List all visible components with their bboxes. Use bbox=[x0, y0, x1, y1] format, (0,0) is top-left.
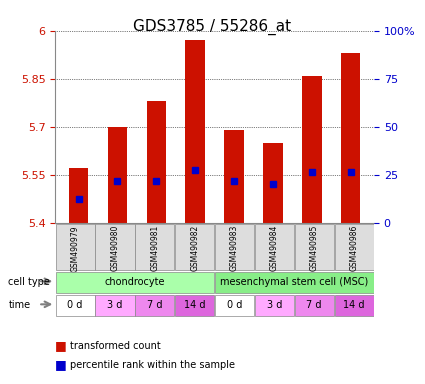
Text: 7 d: 7 d bbox=[147, 300, 163, 310]
Text: ■: ■ bbox=[55, 358, 67, 371]
Bar bbox=[185, 40, 205, 223]
FancyBboxPatch shape bbox=[295, 295, 334, 316]
Text: GSM490980: GSM490980 bbox=[110, 225, 119, 271]
FancyBboxPatch shape bbox=[135, 223, 174, 270]
Text: GSM490986: GSM490986 bbox=[350, 225, 359, 271]
FancyBboxPatch shape bbox=[175, 295, 214, 316]
Text: GSM490981: GSM490981 bbox=[150, 225, 159, 271]
Text: 0 d: 0 d bbox=[68, 300, 83, 310]
Text: 14 d: 14 d bbox=[343, 300, 365, 310]
Text: transformed count: transformed count bbox=[70, 341, 161, 351]
Text: GSM490984: GSM490984 bbox=[270, 225, 279, 271]
Bar bbox=[108, 127, 127, 223]
Text: GDS3785 / 55286_at: GDS3785 / 55286_at bbox=[133, 19, 292, 35]
Text: mesenchymal stem cell (MSC): mesenchymal stem cell (MSC) bbox=[220, 277, 368, 287]
Bar bbox=[263, 143, 283, 223]
FancyBboxPatch shape bbox=[56, 272, 214, 293]
Text: percentile rank within the sample: percentile rank within the sample bbox=[70, 360, 235, 370]
FancyBboxPatch shape bbox=[215, 295, 254, 316]
FancyBboxPatch shape bbox=[255, 295, 294, 316]
FancyBboxPatch shape bbox=[334, 223, 374, 270]
FancyBboxPatch shape bbox=[135, 295, 174, 316]
FancyBboxPatch shape bbox=[56, 295, 95, 316]
Text: GSM490979: GSM490979 bbox=[71, 225, 79, 271]
Bar bbox=[224, 130, 244, 223]
Text: 3 d: 3 d bbox=[108, 300, 123, 310]
FancyBboxPatch shape bbox=[96, 295, 135, 316]
FancyBboxPatch shape bbox=[215, 272, 374, 293]
FancyBboxPatch shape bbox=[175, 223, 214, 270]
Bar bbox=[302, 76, 322, 223]
FancyBboxPatch shape bbox=[96, 223, 135, 270]
Text: 3 d: 3 d bbox=[267, 300, 282, 310]
Text: time: time bbox=[8, 300, 31, 310]
FancyBboxPatch shape bbox=[295, 223, 334, 270]
Text: GSM490983: GSM490983 bbox=[230, 225, 239, 271]
FancyBboxPatch shape bbox=[56, 223, 95, 270]
Text: 0 d: 0 d bbox=[227, 300, 242, 310]
Text: 14 d: 14 d bbox=[184, 300, 205, 310]
Text: GSM490985: GSM490985 bbox=[310, 225, 319, 271]
FancyBboxPatch shape bbox=[215, 223, 254, 270]
Text: chondrocyte: chondrocyte bbox=[105, 277, 165, 287]
FancyBboxPatch shape bbox=[334, 295, 374, 316]
FancyBboxPatch shape bbox=[255, 223, 294, 270]
Bar bbox=[69, 168, 88, 223]
Bar bbox=[147, 101, 166, 223]
Text: GSM490982: GSM490982 bbox=[190, 225, 199, 271]
Text: cell type: cell type bbox=[8, 277, 51, 287]
Text: 7 d: 7 d bbox=[306, 300, 322, 310]
Text: ■: ■ bbox=[55, 339, 67, 352]
Bar bbox=[341, 53, 360, 223]
